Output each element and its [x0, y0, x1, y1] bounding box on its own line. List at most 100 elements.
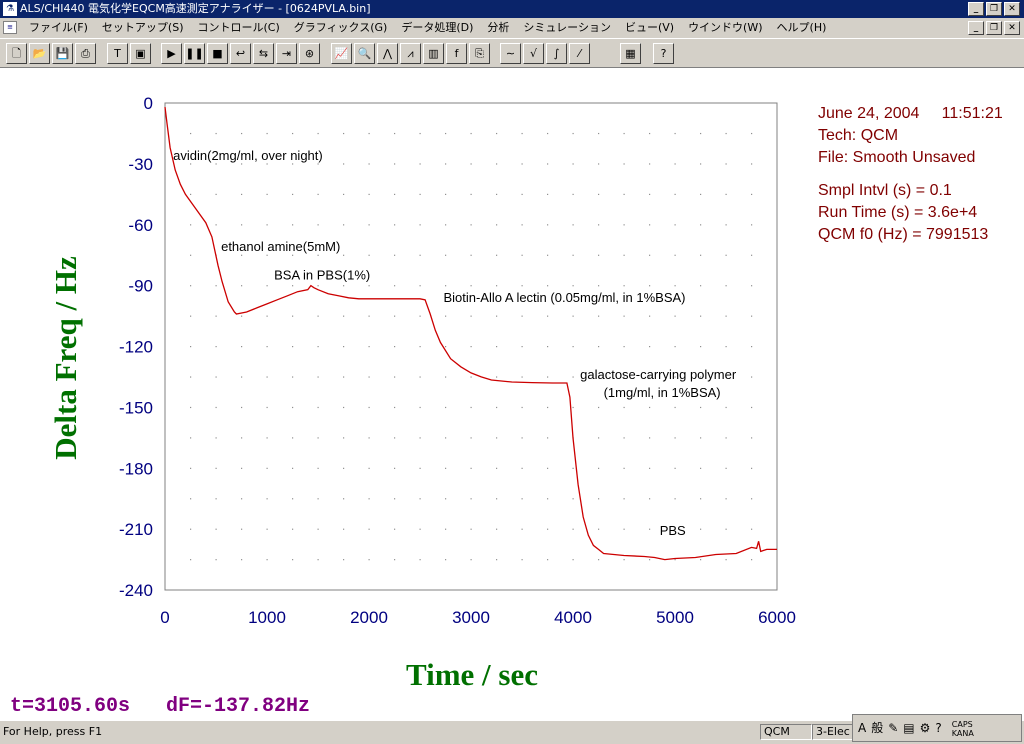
grid-dot	[215, 376, 217, 378]
derivative-icon[interactable]: √	[523, 43, 544, 64]
peak-icon[interactable]: ⋀	[377, 43, 398, 64]
frame-icon[interactable]: ▣	[130, 43, 151, 64]
ime-mode-icon[interactable]: A	[858, 721, 867, 735]
grid-dot	[496, 346, 498, 348]
grid-dot	[317, 132, 319, 135]
chart-annotation: ethanol amine(5mM)	[221, 239, 340, 254]
app-icon[interactable]: ⚗	[3, 2, 17, 16]
run-icon[interactable]: ▶	[161, 43, 182, 64]
grid-dot	[751, 132, 753, 135]
pause-icon[interactable]: ❚❚	[184, 43, 205, 64]
menu-item-4[interactable]: データ処理(D)	[401, 21, 474, 34]
menu-item-1[interactable]: セットアップ(S)	[101, 21, 184, 34]
grid-dot	[598, 467, 600, 469]
y-tick-label: -30	[128, 155, 153, 174]
copy-icon[interactable]: ⎘	[469, 43, 490, 64]
grid-dot	[470, 254, 472, 256]
menu-item-5[interactable]: 分析	[487, 21, 510, 34]
grid-dot	[368, 498, 370, 500]
font-icon[interactable]: f	[446, 43, 467, 64]
doc-minimize-button[interactable]: _	[968, 21, 984, 35]
grid-dot	[241, 254, 243, 256]
grid-dot	[496, 132, 498, 135]
cell-icon[interactable]: ⊛	[299, 43, 320, 64]
new-icon[interactable]: 🗋	[6, 43, 27, 64]
grid-dot	[394, 224, 396, 226]
grid-dot	[317, 559, 319, 561]
grid-dot	[241, 376, 243, 378]
grid-dot	[700, 163, 702, 165]
integrate-icon[interactable]: ∫	[546, 43, 567, 64]
grid-dot	[674, 376, 676, 378]
ime-tool-icon[interactable]: ⚙	[919, 721, 931, 735]
restore-button[interactable]: ❐	[986, 2, 1002, 16]
color-icon[interactable]: ▥	[423, 43, 444, 64]
doc-restore-button[interactable]: ❐	[986, 21, 1002, 35]
grid-dot	[700, 254, 702, 256]
help-cursor-icon[interactable]: ?	[653, 43, 674, 64]
grid-dot	[470, 498, 472, 500]
grid-dot	[496, 559, 498, 561]
grid-dot	[419, 559, 421, 561]
menu-items: ファイル(F) セットアップ(S) コントロール(C) グラフィックス(G) データ処理…	[22, 18, 833, 38]
smooth-icon[interactable]: ∼	[500, 43, 521, 64]
open-icon[interactable]: 📂	[29, 43, 50, 64]
grid-dot	[368, 132, 370, 135]
grid-dot	[725, 224, 727, 226]
menu-item-2[interactable]: コントロール(C)	[197, 21, 280, 34]
grid-dot	[368, 315, 370, 317]
grid-dot	[394, 285, 396, 287]
grid-dot	[649, 132, 651, 135]
overlay-icon[interactable]: ⩘	[400, 43, 421, 64]
grid-dot	[394, 376, 396, 378]
save-icon[interactable]: 💾	[52, 43, 73, 64]
ime-help-icon[interactable]: ?	[935, 721, 942, 735]
x-tick-label: 0	[160, 608, 169, 627]
grid-dot	[547, 285, 549, 287]
grid-dot	[190, 224, 192, 226]
grid-dot	[649, 315, 651, 317]
reverse-icon[interactable]: ↩	[230, 43, 251, 64]
grid-dot	[445, 346, 447, 348]
close-button[interactable]: ✕	[1004, 2, 1020, 16]
grid-dot	[751, 346, 753, 348]
document-icon[interactable]: ≡	[3, 21, 17, 34]
grid-dot	[649, 467, 651, 469]
minimize-button[interactable]: _	[968, 2, 984, 16]
grid-dot	[598, 254, 600, 256]
grid-dot	[725, 132, 727, 135]
grid-dot	[419, 406, 421, 409]
marker-icon[interactable]: ⁄	[569, 43, 590, 64]
grid-dot	[598, 559, 600, 561]
grid-dot	[266, 528, 268, 530]
grid-dot	[572, 406, 574, 409]
data-list-icon[interactable]: ▦	[620, 43, 641, 64]
menu-item-0[interactable]: ファイル(F)	[29, 21, 88, 34]
ime-pad-icon[interactable]: ✎	[888, 721, 899, 735]
menu-item-9[interactable]: ヘルプ(H)	[776, 21, 827, 34]
grid-dot	[343, 193, 345, 196]
doc-close-button[interactable]: ✕	[1004, 21, 1020, 35]
menu-item-7[interactable]: ビュー(V)	[624, 21, 675, 34]
ime-dictionary-icon[interactable]: ▤	[903, 721, 915, 735]
text-icon[interactable]: T	[107, 43, 128, 64]
y-tick-label: -210	[119, 520, 153, 539]
grid-dot	[266, 498, 268, 500]
grid-dot	[649, 528, 651, 530]
grid-dot	[317, 346, 319, 348]
grid-dot	[445, 163, 447, 165]
graph-icon[interactable]: 📈	[331, 43, 352, 64]
step-icon[interactable]: ⇥	[276, 43, 297, 64]
menu-item-8[interactable]: ウインドウ(W)	[688, 21, 763, 34]
menu-item-3[interactable]: グラフィックス(G)	[293, 21, 388, 34]
grid-dot	[445, 132, 447, 135]
stop-icon[interactable]: ■	[207, 43, 228, 64]
repeat-icon[interactable]: ⇆	[253, 43, 274, 64]
menu-item-6[interactable]: シミュレーション	[523, 21, 611, 34]
print-icon[interactable]: ⎙	[75, 43, 96, 64]
y-tick-label: -120	[119, 338, 153, 357]
grid-dot	[445, 315, 447, 317]
ime-label[interactable]: 般	[871, 721, 884, 735]
grid-dot	[343, 498, 345, 500]
zoom-icon[interactable]: 🔍	[354, 43, 375, 64]
